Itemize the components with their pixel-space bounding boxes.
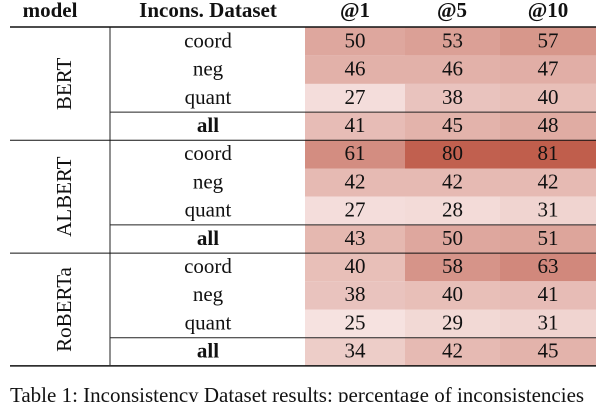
model-label: BERT	[52, 58, 76, 111]
heat-cell	[305, 168, 405, 197]
model-label: ALBERT	[52, 156, 76, 237]
cell-value: 58	[442, 254, 463, 278]
heat-cell	[405, 281, 500, 310]
heat-cell	[500, 309, 596, 338]
heat-cell	[500, 83, 596, 113]
cell-value: 43	[345, 226, 366, 250]
column-header: @1	[340, 0, 370, 22]
cell-value: 45	[538, 339, 559, 363]
model-label: RoBERTa	[52, 266, 76, 351]
cell-value: 46	[442, 57, 463, 81]
dataset-label: neg	[193, 169, 224, 193]
cell-value: 53	[442, 28, 463, 52]
heat-cell	[500, 253, 596, 282]
column-header: model	[23, 0, 78, 22]
cell-value: 42	[442, 169, 463, 193]
cell-value: 40	[442, 282, 463, 306]
cell-value: 63	[538, 254, 559, 278]
cell-value: 40	[345, 254, 366, 278]
cell-value: 38	[345, 282, 366, 306]
heat-cell	[305, 83, 405, 113]
heat-cell	[405, 140, 500, 169]
cell-value: 29	[442, 310, 463, 334]
heat-cell	[305, 112, 405, 141]
dataset-label: neg	[193, 57, 224, 81]
cell-value: 34	[345, 339, 367, 363]
column-header: @10	[528, 0, 569, 22]
cell-value: 48	[538, 113, 559, 137]
dataset-label: coord	[184, 254, 232, 278]
cell-value: 31	[538, 310, 559, 334]
cell-value: 46	[345, 57, 366, 81]
heat-cell	[500, 281, 596, 310]
heat-cells	[305, 27, 596, 366]
cell-value: 41	[538, 282, 559, 306]
cell-value: 57	[538, 28, 559, 52]
heat-cell	[405, 112, 500, 141]
cell-value: 40	[538, 85, 559, 109]
heat-cell	[500, 112, 596, 141]
cell-value: 50	[345, 28, 366, 52]
cell-value: 25	[345, 310, 366, 334]
heat-cell	[305, 309, 405, 338]
heat-cell	[405, 168, 500, 197]
cell-value: 45	[442, 113, 463, 137]
column-header: Incons. Dataset	[139, 0, 277, 22]
cell-value: 47	[538, 57, 559, 81]
dataset-label: coord	[184, 141, 232, 165]
heat-cell	[305, 55, 405, 84]
heat-cell	[305, 27, 405, 56]
heat-cell	[500, 140, 596, 169]
cell-value: 28	[442, 198, 463, 222]
cell-value: 42	[442, 339, 463, 363]
column-header: @5	[437, 0, 467, 22]
cell-value: 50	[442, 226, 463, 250]
heat-cell	[405, 27, 500, 56]
heat-cell	[500, 196, 596, 225]
dataset-label: all	[197, 226, 219, 250]
dataset-label: all	[197, 113, 219, 137]
heat-cell	[405, 83, 500, 113]
cell-value: 27	[345, 85, 366, 109]
heat-cell	[405, 309, 500, 338]
heat-cell	[405, 253, 500, 282]
heat-cell	[405, 224, 500, 254]
dataset-label: quant	[185, 85, 232, 109]
heat-cell	[305, 140, 405, 169]
heat-cell	[500, 27, 596, 56]
heat-cell	[405, 196, 500, 225]
cell-value: 31	[538, 198, 559, 222]
dataset-label: coord	[184, 28, 232, 52]
heat-cell	[500, 168, 596, 197]
dataset-label: neg	[193, 282, 224, 306]
table-caption: Table 1: Inconsistency Dataset results: …	[10, 383, 584, 402]
cell-value: 38	[442, 85, 463, 109]
cell-value: 42	[538, 169, 559, 193]
cell-value: 41	[345, 113, 366, 137]
cell-value: 51	[538, 226, 559, 250]
heat-cell	[305, 196, 405, 225]
heat-cell	[405, 55, 500, 84]
heat-cell	[305, 224, 405, 254]
heat-cell	[500, 55, 596, 84]
cell-value: 81	[538, 141, 559, 165]
heat-cell	[305, 337, 405, 366]
heat-cell	[500, 337, 596, 366]
cell-value: 61	[345, 141, 366, 165]
cell-value: 27	[345, 198, 366, 222]
heat-cell	[305, 253, 405, 282]
dataset-label: quant	[185, 198, 232, 222]
cell-value: 42	[345, 169, 366, 193]
dataset-label: quant	[185, 310, 232, 334]
cell-value: 80	[442, 141, 463, 165]
heat-cell	[305, 281, 405, 310]
dataset-label: all	[197, 339, 219, 363]
heat-cell	[500, 224, 596, 254]
heat-cell	[405, 337, 500, 366]
